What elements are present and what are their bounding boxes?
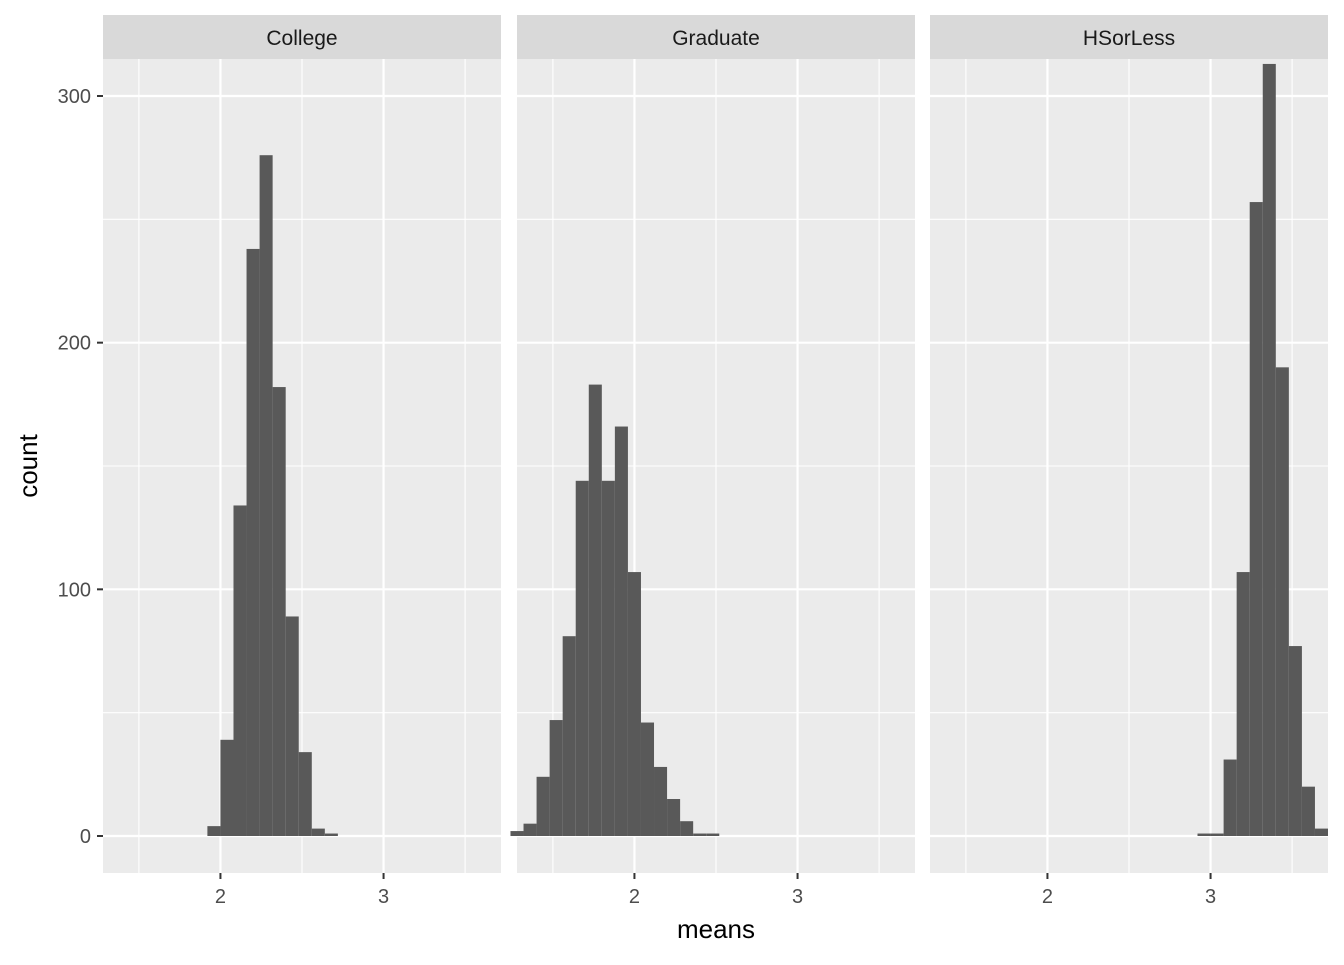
histogram-bar bbox=[246, 248, 260, 836]
histogram-bar bbox=[1262, 63, 1276, 836]
panels-layer: College 2 3 Graduate 2 3 HSorLess 2 3 bbox=[103, 15, 1328, 908]
histogram-bar bbox=[259, 155, 273, 836]
histogram-bar bbox=[614, 426, 628, 836]
facet-panel-hsorless: HSorLess 2 3 bbox=[930, 15, 1328, 908]
histogram-bar bbox=[680, 821, 694, 836]
x-tick-label: 2 bbox=[629, 886, 640, 908]
x-tick-label: 3 bbox=[1205, 886, 1216, 908]
histogram-bar bbox=[654, 766, 668, 836]
histogram-bar bbox=[510, 831, 524, 836]
x-tick-label: 2 bbox=[215, 886, 226, 908]
y-tick-label: 100 bbox=[58, 579, 91, 601]
histogram-bar bbox=[285, 616, 299, 836]
facet-panel-graduate: Graduate 2 3 bbox=[510, 15, 915, 908]
histogram-bar bbox=[1288, 646, 1302, 836]
y-axis-title: count bbox=[13, 433, 43, 497]
histogram-bar bbox=[706, 833, 720, 836]
histogram-bar bbox=[562, 636, 576, 836]
histogram-bar bbox=[298, 752, 312, 836]
facet-strip-label: Graduate bbox=[672, 27, 760, 50]
histogram-bar bbox=[640, 722, 655, 836]
histogram-bar bbox=[523, 823, 537, 836]
histogram-bar bbox=[1301, 786, 1315, 836]
histogram-bar bbox=[1197, 833, 1211, 836]
facet-strip-label: HSorLess bbox=[1083, 27, 1175, 50]
histogram-bar bbox=[1236, 572, 1250, 836]
histogram-bar bbox=[272, 387, 286, 836]
histogram-bar bbox=[549, 720, 563, 836]
histogram-bar bbox=[1223, 759, 1237, 836]
facet-strip bbox=[103, 15, 501, 59]
histogram-bar bbox=[1314, 828, 1328, 836]
facet-strip-label: College bbox=[266, 27, 337, 50]
facet-strip bbox=[930, 15, 1328, 59]
facet-strip bbox=[517, 15, 915, 59]
histogram-bar bbox=[220, 739, 234, 836]
y-tick-label: 0 bbox=[80, 826, 91, 848]
x-tick-label: 3 bbox=[378, 886, 389, 908]
histogram-bar bbox=[601, 480, 615, 836]
histogram-bar bbox=[667, 799, 681, 836]
histogram-bar bbox=[536, 776, 550, 836]
y-tick-label: 300 bbox=[58, 86, 91, 108]
facet-panel-college: College 2 3 bbox=[103, 15, 501, 908]
y-tick-label: 200 bbox=[58, 333, 91, 355]
x-tick-label: 2 bbox=[1042, 886, 1053, 908]
histogram-bar bbox=[693, 833, 707, 836]
histogram-bar bbox=[207, 826, 221, 836]
y-axis: 0 100 200 300 bbox=[58, 86, 103, 848]
histogram-bar bbox=[233, 505, 247, 836]
histogram-bar bbox=[588, 384, 602, 836]
histogram-bar bbox=[1275, 367, 1289, 836]
x-axis-title: means bbox=[677, 914, 755, 944]
histogram-bar bbox=[324, 833, 338, 836]
histogram-bar bbox=[311, 828, 325, 836]
histogram-bar bbox=[1249, 202, 1263, 837]
histogram-bar bbox=[575, 480, 589, 836]
x-tick-label: 3 bbox=[792, 886, 803, 908]
histogram-bar bbox=[627, 572, 641, 836]
histogram-bar bbox=[1210, 833, 1224, 836]
